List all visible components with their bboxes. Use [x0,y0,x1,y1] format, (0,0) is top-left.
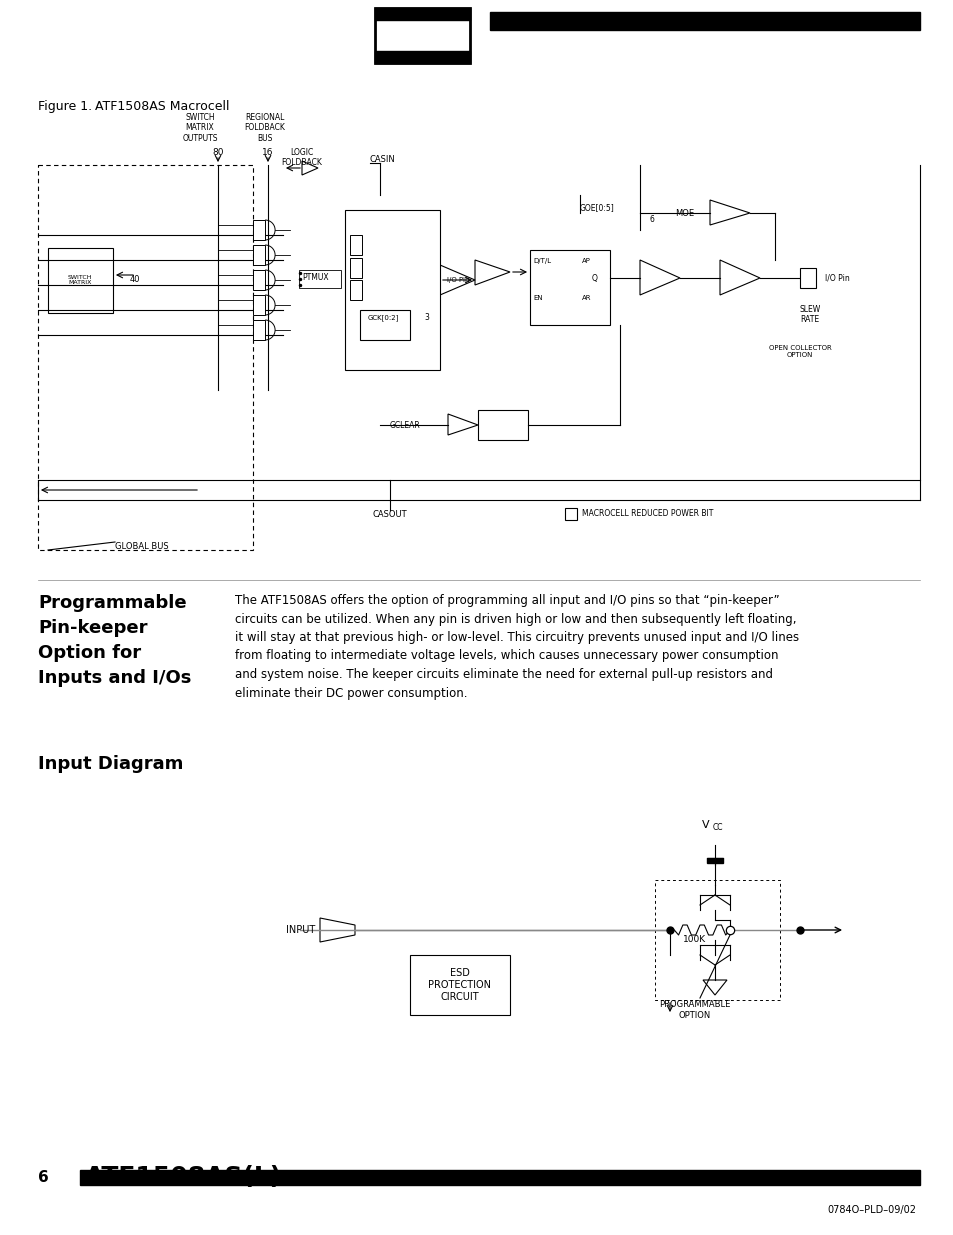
Bar [477,410,527,440]
Bar [350,235,361,254]
Text: ESD
PROTECTION
CIRCUIT: ESD PROTECTION CIRCUIT [428,967,491,1003]
Text: GCLEAR-: GCLEAR- [390,420,423,430]
Bar [253,320,265,340]
Text: ATMEL: ATMEL [395,31,447,44]
Text: The ATF1508AS offers the option of programming all input and I/O pins so that “p: The ATF1508AS offers the option of progr… [234,594,799,699]
Bar [253,270,265,290]
Bar [410,955,510,1015]
Text: ATF1508AS Macrocell: ATF1508AS Macrocell [95,100,230,112]
Text: 6: 6 [38,1170,49,1184]
Bar [253,220,265,240]
Bar [80,1170,919,1186]
Bar [253,245,265,266]
Text: Figure 1.: Figure 1. [38,100,92,112]
Text: GLOBAL BUS: GLOBAL BUS [115,542,169,551]
Text: Input Diagram: Input Diagram [38,755,183,773]
Text: MACROCELL REDUCED POWER BIT: MACROCELL REDUCED POWER BIT [581,510,713,519]
Bar [564,508,577,520]
Text: EN: EN [533,295,542,301]
Text: V: V [701,820,709,830]
Bar [345,210,439,370]
Bar [706,858,722,863]
Text: D/T/L: D/T/L [533,258,551,264]
Text: ATF1508AS(L): ATF1508AS(L) [85,1165,282,1189]
Bar [375,51,470,63]
Text: CC: CC [712,823,722,832]
Text: MOE: MOE [675,209,694,217]
Bar [490,12,919,30]
Text: 100K: 100K [682,935,705,944]
Bar [530,249,609,325]
Text: GCK[0:2]: GCK[0:2] [368,315,399,321]
Text: SLEW
RATE: SLEW RATE [799,305,820,325]
Bar [38,165,253,550]
Text: I/O Pin: I/O Pin [824,273,849,283]
Text: LOGIC
FOLDBACK: LOGIC FOLDBACK [281,148,322,168]
Bar [350,280,361,300]
Text: AR: AR [581,295,591,301]
Text: 16: 16 [262,148,274,157]
Text: GOE[0:5]: GOE[0:5] [579,204,614,212]
Text: 0784O–PLD–09/02: 0784O–PLD–09/02 [826,1205,915,1215]
Text: Programmable
Pin-keeper
Option for
Inputs and I/Os: Programmable Pin-keeper Option for Input… [38,594,192,687]
Text: 3: 3 [423,314,429,322]
Bar [655,881,780,1000]
Text: AP: AP [581,258,590,264]
Bar [375,7,470,20]
Text: SWITCH
MATRIX: SWITCH MATRIX [68,274,92,285]
Bar [800,268,815,288]
Bar [48,248,112,312]
Text: OPEN COLLECTOR
OPTION: OPEN COLLECTOR OPTION [768,345,830,358]
Text: PROGRAMMABLE
OPTION: PROGRAMMABLE OPTION [659,1000,730,1020]
Text: REGIONAL
FOLDBACK
BUS: REGIONAL FOLDBACK BUS [244,112,285,143]
Text: PTMUX: PTMUX [302,273,328,283]
Text: I/O Pin: I/O Pin [447,277,469,283]
Text: 80: 80 [212,148,224,157]
Text: SWITCH
MATRIX
OUTPUTS: SWITCH MATRIX OUTPUTS [182,112,217,143]
Text: Q: Q [592,273,598,283]
Text: CASIN: CASIN [370,156,395,164]
Text: CASOUT: CASOUT [373,510,407,519]
Text: 6: 6 [649,215,654,224]
Text: INPUT: INPUT [286,925,314,935]
Bar [253,295,265,315]
Bar [359,310,410,340]
Bar [375,7,470,63]
Bar [298,270,340,288]
Text: 40: 40 [130,275,140,284]
Bar [350,258,361,278]
